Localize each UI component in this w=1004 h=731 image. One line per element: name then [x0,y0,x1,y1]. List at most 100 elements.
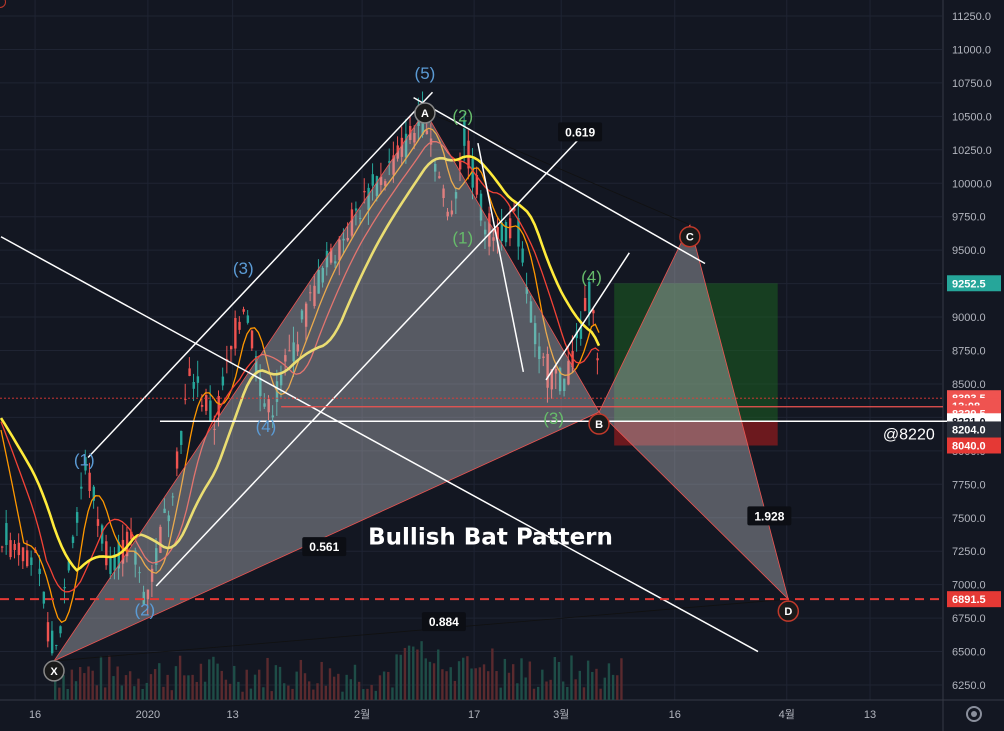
volume-bar [291,688,294,700]
candle-body [42,591,46,604]
volume-bar [328,668,332,700]
candle-body [371,174,374,186]
volume-bar [112,676,115,700]
candle-body [404,133,408,158]
volume-bar [357,681,361,700]
candle-body [159,526,162,553]
volume-bar [591,671,594,700]
candle-body [446,211,449,217]
candle-body [379,176,383,185]
wave-label-blue: (4) [256,417,277,436]
volume-bar [387,671,390,700]
volume-bar [366,688,369,700]
price-tick-label: 7000.0 [952,580,986,592]
time-tick-label: 16 [29,709,41,721]
volume-bar [395,654,398,700]
ratio-label-box [302,537,347,557]
volume-bar [149,674,153,700]
candle-body [388,160,391,164]
price-tick-label: 10500.0 [952,111,992,123]
volume-bar [124,675,128,700]
volume-bar [174,666,178,700]
candle-body [150,568,154,582]
candle-body [392,155,395,175]
price-tag [947,437,1001,454]
time-tick-label: 4월 [779,708,795,721]
candle-body [188,368,191,376]
price-tick-label: 7750.0 [952,479,986,491]
candle-body [554,368,558,374]
volume-bar [199,663,203,700]
channel-line-upper [87,91,434,459]
candle-body [284,355,287,362]
volume-bar [566,686,569,700]
volume-bar [332,676,336,700]
volume-bar [70,669,74,700]
volume-bar [420,641,423,700]
candle-body [563,378,566,392]
candle-body [542,356,545,358]
volume-bar [278,666,282,700]
pattern-point-x [43,660,65,682]
candle-body [538,346,541,360]
candle-body [250,330,254,349]
volume-bar [553,657,557,700]
candle-body [596,358,599,361]
volume-bar [524,677,527,700]
candle-body [213,428,216,430]
volume-bar [54,673,57,700]
wave-label-green: (1) [452,228,473,247]
candle-body [334,261,337,264]
candle-body [467,140,470,169]
candle-body [354,208,358,211]
candle-body [238,321,241,330]
volume-bar [499,687,502,700]
settings-gear-icon[interactable] [966,706,982,722]
candle-body [17,542,21,556]
candle-body [263,403,266,407]
candle-body [434,163,437,172]
candle-body [579,327,583,339]
volume-bar [303,673,307,700]
candle-body [342,238,345,241]
volume-bar [474,668,477,700]
volume-bar [445,671,448,700]
wave-label-blue: (1) [74,451,95,470]
candle-body [321,268,324,283]
candle-body [50,630,54,654]
volume-bar [307,681,311,700]
volume-bar [83,673,86,700]
candle-body [575,331,578,339]
price-tag [947,275,1001,292]
candle-body [533,323,537,345]
volume-bar [270,691,273,700]
volume-bar [266,657,269,700]
candle-body [125,531,129,557]
volume-bar [245,669,248,700]
volume-bar [432,663,436,700]
volume-bar [586,660,590,700]
volume-bar [66,689,69,700]
volume-bar [391,687,394,700]
ratio-label: 0.561 [309,540,339,554]
volume-bar [282,683,286,700]
volume-bar [212,656,215,700]
volume-bar [491,648,494,700]
candle-body [471,158,474,188]
candle-body [483,229,487,235]
candle-body [450,210,454,215]
candle-body [346,237,349,241]
volume-bar [191,674,194,700]
candle-body [517,218,520,247]
candle-body [363,190,366,193]
volume-bar [578,670,582,700]
price-tag-label: 9252.5 [952,278,986,290]
candle-body [221,376,225,386]
volume-bar [536,686,540,700]
candle-body [100,525,104,544]
volume-bar [374,690,377,700]
price-tick-label: 10750.0 [952,78,992,90]
candle-body [296,344,300,352]
candle-body [21,547,25,562]
